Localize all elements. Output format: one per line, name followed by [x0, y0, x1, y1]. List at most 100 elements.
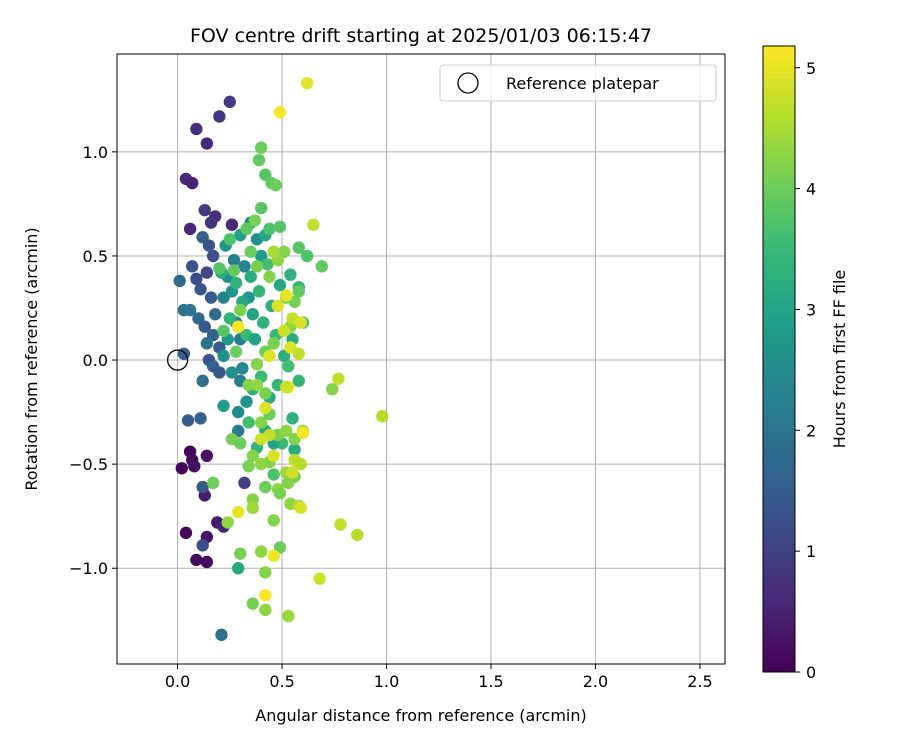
data-point — [234, 547, 247, 560]
data-point — [223, 95, 237, 109]
colorbar-ticks: 0 1 2 3 4 5 — [795, 59, 816, 682]
data-point — [246, 501, 260, 515]
data-point — [200, 449, 214, 463]
data-point — [250, 378, 264, 392]
data-point — [231, 320, 245, 333]
data-point — [188, 460, 201, 473]
data-point — [282, 360, 295, 373]
data-point — [225, 366, 239, 379]
data-point — [196, 539, 209, 552]
legend-box — [439, 64, 717, 102]
data-point — [282, 609, 295, 623]
data-point — [267, 337, 280, 350]
data-point — [300, 76, 314, 90]
data-point — [246, 597, 260, 610]
data-point — [196, 374, 209, 388]
data-point — [267, 245, 280, 258]
data-point — [277, 324, 291, 338]
data-point — [204, 291, 218, 304]
data-point — [221, 516, 234, 529]
data-point — [254, 201, 268, 215]
data-point — [234, 437, 247, 450]
data-point — [263, 222, 276, 236]
data-point — [175, 462, 188, 475]
y-tick-label: −0.5 — [69, 455, 108, 474]
data-point — [225, 218, 239, 231]
data-point — [183, 222, 197, 236]
data-point — [186, 176, 199, 190]
data-point — [254, 545, 268, 558]
data-point — [273, 487, 287, 500]
data-point — [194, 412, 207, 425]
data-point — [248, 214, 262, 227]
x-tick-label: 0.5 — [269, 672, 294, 691]
chart-title: FOV centre drift starting at 2025/01/03 … — [190, 25, 652, 47]
data-point — [206, 476, 220, 490]
data-point — [227, 253, 241, 267]
data-point — [259, 480, 272, 494]
data-point — [202, 239, 216, 252]
data-point — [194, 283, 207, 296]
data-point — [351, 528, 364, 542]
data-point — [250, 260, 264, 273]
data-point — [280, 424, 293, 438]
data-point — [273, 220, 287, 233]
data-point — [198, 203, 211, 217]
data-point — [223, 312, 237, 325]
colorbar-tick-label: 1 — [806, 542, 816, 561]
data-point — [288, 443, 301, 456]
x-tick-label: 0.0 — [165, 672, 190, 691]
data-point — [215, 628, 228, 642]
data-point — [248, 333, 262, 346]
data-point — [190, 122, 203, 136]
colorbar-tick-label: 5 — [806, 59, 816, 78]
data-point — [280, 380, 293, 394]
data-point — [267, 468, 280, 481]
plot-frame — [116, 53, 726, 665]
data-point — [190, 272, 203, 286]
data-point — [229, 345, 243, 358]
data-point — [284, 268, 297, 281]
data-point — [259, 387, 272, 400]
data-point — [231, 505, 245, 519]
colorbar-gradient — [762, 45, 796, 673]
data-point — [238, 476, 251, 490]
data-point — [267, 514, 280, 527]
colorbar: 0 1 2 3 4 5 Hours from first FF file — [762, 45, 849, 682]
data-point — [196, 480, 209, 494]
data-point — [240, 222, 253, 236]
data-point — [186, 260, 199, 273]
colorbar-title: Hours from first FF file — [830, 270, 849, 449]
data-point — [208, 210, 222, 223]
data-point — [183, 303, 197, 317]
data-point — [200, 555, 214, 569]
x-tick-label: 2.0 — [583, 672, 608, 691]
data-point — [217, 399, 230, 413]
y-axis-ticks: −1.0 −0.5 0.0 0.5 1.0 — [69, 143, 117, 578]
data-point — [244, 245, 257, 258]
data-point — [234, 303, 247, 317]
data-point — [179, 526, 193, 540]
data-point — [269, 178, 282, 192]
data-point — [294, 457, 308, 471]
data-point — [259, 589, 272, 602]
data-point — [271, 299, 285, 313]
x-axis-title: Angular distance from reference (arcmin) — [255, 706, 586, 725]
data-point — [252, 285, 266, 298]
data-point — [213, 262, 226, 275]
data-point — [259, 603, 272, 617]
x-axis-ticks: 0.0 0.5 1.0 1.5 2.0 2.5 — [165, 664, 713, 691]
data-point — [173, 274, 186, 288]
data-point — [254, 432, 268, 446]
data-point — [292, 285, 305, 298]
data-point — [177, 347, 191, 360]
y-axis-title: Rotation from reference (arcmin) — [22, 227, 41, 490]
data-point — [286, 466, 299, 479]
data-point — [244, 270, 257, 283]
data-point — [273, 278, 287, 292]
data-point — [208, 308, 222, 321]
data-point — [280, 289, 293, 302]
grid — [117, 54, 725, 664]
data-point — [254, 416, 268, 429]
